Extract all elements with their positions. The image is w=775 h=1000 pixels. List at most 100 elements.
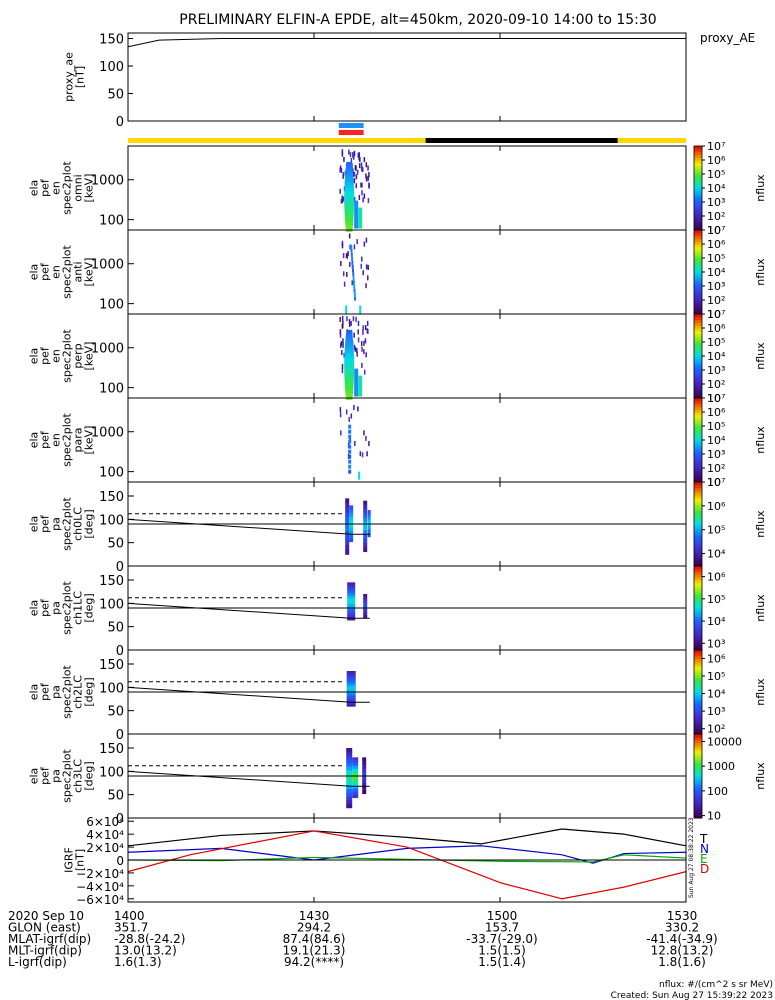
spectrogram-pixel [360, 162, 363, 168]
y-axis-label: [deg] [83, 509, 96, 538]
colorbar-segment [694, 148, 702, 153]
y-tick-label: 2×10⁴ [86, 841, 124, 855]
y-tick-label: 100 [99, 60, 124, 75]
spectrogram-pixel [341, 316, 344, 322]
spectrogram-pixel [345, 219, 354, 224]
spectrogram-pixel [347, 590, 356, 594]
spectrogram-pixel [363, 509, 368, 514]
colorbar-segment [694, 678, 702, 682]
colorbar-segment [694, 151, 702, 155]
spectrogram-pixel [354, 368, 359, 397]
colorbar-segment [694, 255, 702, 259]
colorbar-segment [694, 512, 702, 517]
spectrogram-pixel [360, 182, 362, 188]
colorbar-segment [694, 454, 702, 458]
spectrogram-pixel [354, 296, 357, 301]
colorbar-tick-label: 10⁵ [707, 524, 725, 537]
igrf-panel: −6×10⁴−4×10⁴−2×10⁴02×10⁴4×10⁴6×10⁴IGRF[n… [63, 815, 710, 907]
spectrogram-pixel [363, 594, 368, 598]
spectrogram-pixel [363, 193, 366, 199]
y-axis-label: spec2plot [61, 161, 74, 215]
spectrogram-pixel [355, 316, 357, 322]
y-tick-label: −6×10⁴ [76, 893, 124, 907]
y-axis-label: pa [50, 685, 63, 699]
colorbar-segment [694, 154, 702, 158]
y-axis-label: pa [50, 769, 63, 783]
colorbar-segment [694, 353, 702, 357]
colorbar-segment [694, 605, 702, 609]
colorbar-segment [694, 798, 702, 802]
spectrogram-pixel [346, 792, 353, 798]
spectrogram-pixel [344, 344, 354, 348]
colorbar-segment [694, 381, 702, 385]
spectrogram-pixel [345, 512, 350, 518]
y-tick-label: 100 [99, 382, 124, 397]
colorbar-segment [694, 577, 702, 581]
colorbar-segment [694, 666, 702, 671]
omni-spectrogram-panel: 1001000elapefenspec2plotomni[keV]1010²10… [28, 140, 768, 237]
spectrogram-pixel [346, 800, 353, 805]
spectrogram-pixel [344, 370, 355, 374]
loss-cone-line [127, 602, 352, 619]
spectrogram-pixel [362, 764, 367, 769]
spectrogram-pixel [344, 199, 355, 203]
ephemeris-value: 1500 [487, 909, 518, 923]
colorbar-segment [694, 652, 702, 657]
spectrogram-pixel [339, 332, 342, 338]
colorbar-segment [694, 420, 702, 424]
colorbar-segment [694, 277, 702, 281]
colorbar-segment [694, 742, 702, 746]
spectrogram-pixel [363, 603, 368, 607]
colorbar-segment [694, 370, 702, 374]
colorbar-segment [694, 462, 702, 466]
spectrogram-pixel [363, 241, 366, 247]
spectrogram-pixel [351, 264, 354, 269]
spectrogram-pixel [348, 439, 352, 444]
spectrogram-pixel [353, 151, 356, 157]
colorbar-segment [694, 160, 702, 164]
colorbar-segment [694, 230, 702, 234]
spectrogram-pixel [353, 405, 355, 411]
spectrogram-pixel [366, 320, 369, 326]
colorbar-segment [694, 613, 702, 617]
spectrogram-pixel [367, 520, 371, 524]
spectrogram-pixel [360, 341, 363, 347]
colorbar-segment [694, 764, 702, 769]
colorbar-tick-label: 10⁶ [707, 652, 726, 665]
colorbar-segment [694, 580, 702, 584]
loss-cone-line [127, 770, 352, 787]
colorbar-tick-label: 10⁵ [707, 670, 725, 683]
colorbar-segment [694, 207, 702, 211]
colorbar-segment [694, 753, 702, 757]
colorbar-segment [694, 398, 702, 402]
spectrogram-pixel [352, 783, 359, 787]
spectrogram-pixel [352, 788, 359, 793]
spectrogram-pixel [348, 454, 352, 459]
colorbar-segment [694, 384, 702, 388]
spectrogram-pixel [367, 530, 371, 534]
colorbar-segment [694, 339, 702, 343]
spectrogram-pixel [367, 175, 369, 181]
colorbar-tick-label: 10⁵ [707, 420, 725, 433]
figure-title: PRELIMINARY ELFIN-A EPDE, alt=450km, 202… [179, 12, 656, 28]
plot-frame [127, 229, 687, 315]
spectrogram-pixel [347, 617, 356, 621]
y-axis-label: spec2plot [61, 581, 74, 635]
ephemeris-value: 1.5(1.4) [478, 955, 526, 969]
colorbar-segment [694, 778, 702, 783]
spectrogram-pixel [365, 283, 367, 289]
colorbar-segment [694, 190, 702, 195]
y-axis-label: [deg] [83, 761, 96, 790]
spectrogram-pixel [363, 547, 368, 553]
ephemeris-value: 1530 [667, 909, 698, 923]
y-axis-label: ch2LC [72, 675, 85, 709]
colorbar-tick-label: 10⁴ [707, 688, 726, 701]
spectrogram-pixel [363, 513, 368, 519]
colorbar-segment [694, 356, 702, 360]
spectrogram-pixel [363, 500, 368, 506]
colorbar-segment [694, 442, 702, 447]
colorbar-tick-label: 10⁷ [707, 476, 725, 489]
spectrogram-pixel [346, 161, 353, 166]
colorbar-segment [694, 336, 702, 340]
colorbar-segment [694, 176, 702, 181]
